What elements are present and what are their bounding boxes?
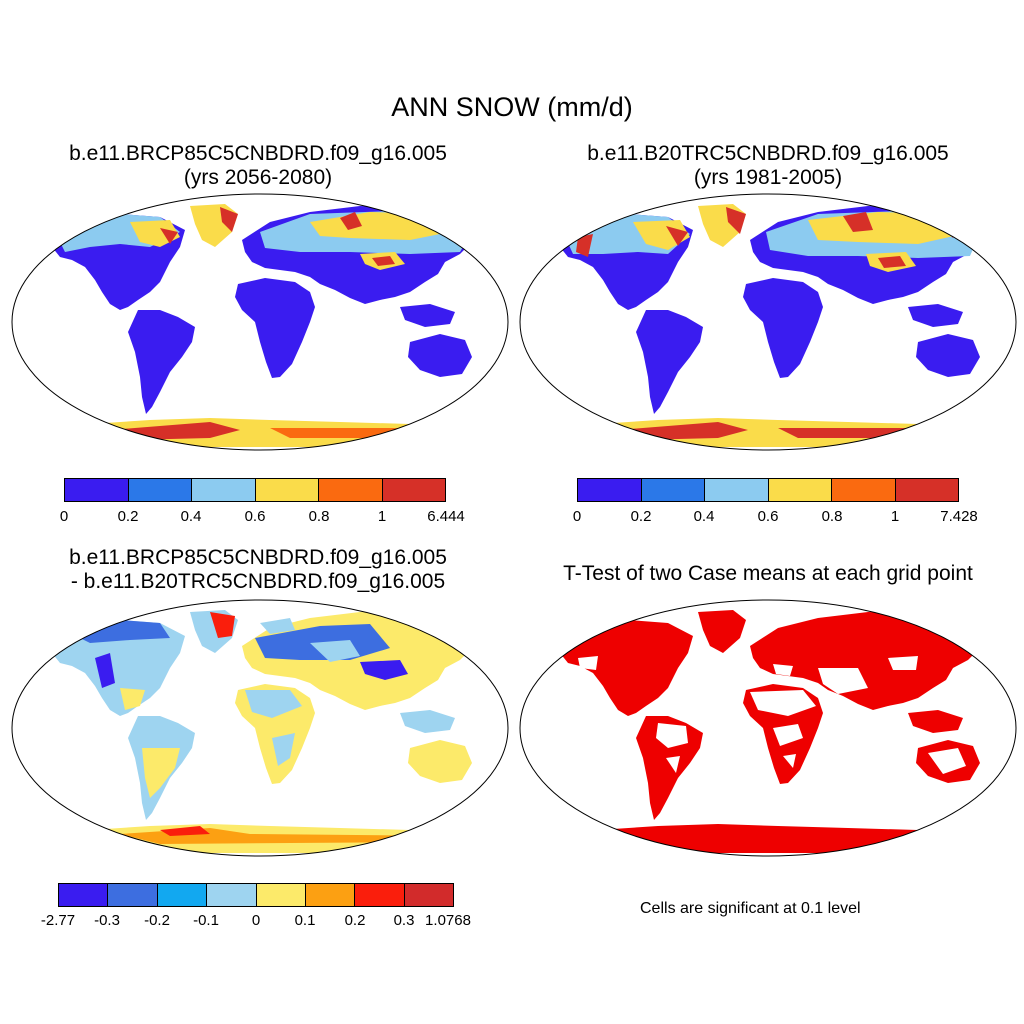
colorbar-tick-label: -2.77 [40,912,76,929]
map-future [11,193,509,451]
colorbar-tick-label: 1 [890,508,900,525]
colorbar-tick-label: 0.8 [821,508,843,525]
colorbar-swatch [768,479,832,501]
colorbar-swatch [65,479,129,501]
colorbar-tick-label: 1.0768 [425,912,471,929]
map-ttest [519,599,1017,857]
colorbar-swatch [59,884,109,906]
map-historical [519,193,1017,451]
colorbar-historical [577,478,959,502]
colorbar-tick-label: 0 [251,912,261,929]
colorbar-tick-label: 0.4 [180,508,202,525]
colorbar-tick-label: 0.2 [117,508,139,525]
colorbar-tick-label: 0.2 [344,912,366,929]
colorbar-tick-label: 0.4 [693,508,715,525]
colorbar-swatch [404,884,453,906]
colorbar-tick-label: 0 [59,508,69,525]
colorbar-tick-label: 6.444 [427,508,465,525]
colorbar-swatch [108,884,158,906]
colorbar-future [64,478,446,502]
colorbar-swatch [207,884,257,906]
colorbar-swatch [305,884,356,906]
colorbar-tick-label: 0.2 [630,508,652,525]
colorbar-tick-label: 0 [572,508,582,525]
panel-difference-title: b.e11.BRCP85C5CNBDRD.f09_g16.005 - b.e11… [69,546,447,593]
colorbar-tick-label: 1 [377,508,387,525]
colorbar-tick-label: 0.1 [294,912,316,929]
colorbar-swatch [705,479,769,501]
map-difference [11,599,509,857]
colorbar-swatch [319,479,383,501]
colorbar-tick-label: 0.6 [244,508,266,525]
panel-future-title: b.e11.BRCP85C5CNBDRD.f09_g16.005 (yrs 20… [69,142,447,189]
colorbar-swatch [382,479,445,501]
colorbar-swatch [157,884,208,906]
colorbar-swatch [192,479,256,501]
colorbar-tick-label: -0.3 [94,912,120,929]
colorbar-tick-label: 0.3 [393,912,415,929]
figure-title: ANN SNOW (mm/d) [391,92,633,122]
colorbar-swatch [641,479,705,501]
colorbar-tick-label: -0.2 [144,912,170,929]
colorbar-swatch [895,479,958,501]
colorbar-swatch [128,479,192,501]
panel-historical-title: b.e11.B20TRC5CNBDRD.f09_g16.005 (yrs 198… [587,142,949,189]
panel-ttest-title: T-Test of two Case means at each grid po… [563,562,973,585]
colorbar-tick-label: -0.1 [193,912,219,929]
colorbar-tick-label: 7.428 [940,508,978,525]
colorbar-swatch [832,479,896,501]
colorbar-swatch [256,884,306,906]
colorbar-swatch [578,479,642,501]
colorbar-swatch [355,884,405,906]
significance-note: Cells are significant at 0.1 level [640,900,861,917]
colorbar-swatch [255,479,319,501]
colorbar-tick-label: 0.8 [308,508,330,525]
colorbar-difference [58,883,454,907]
colorbar-tick-label: 0.6 [757,508,779,525]
